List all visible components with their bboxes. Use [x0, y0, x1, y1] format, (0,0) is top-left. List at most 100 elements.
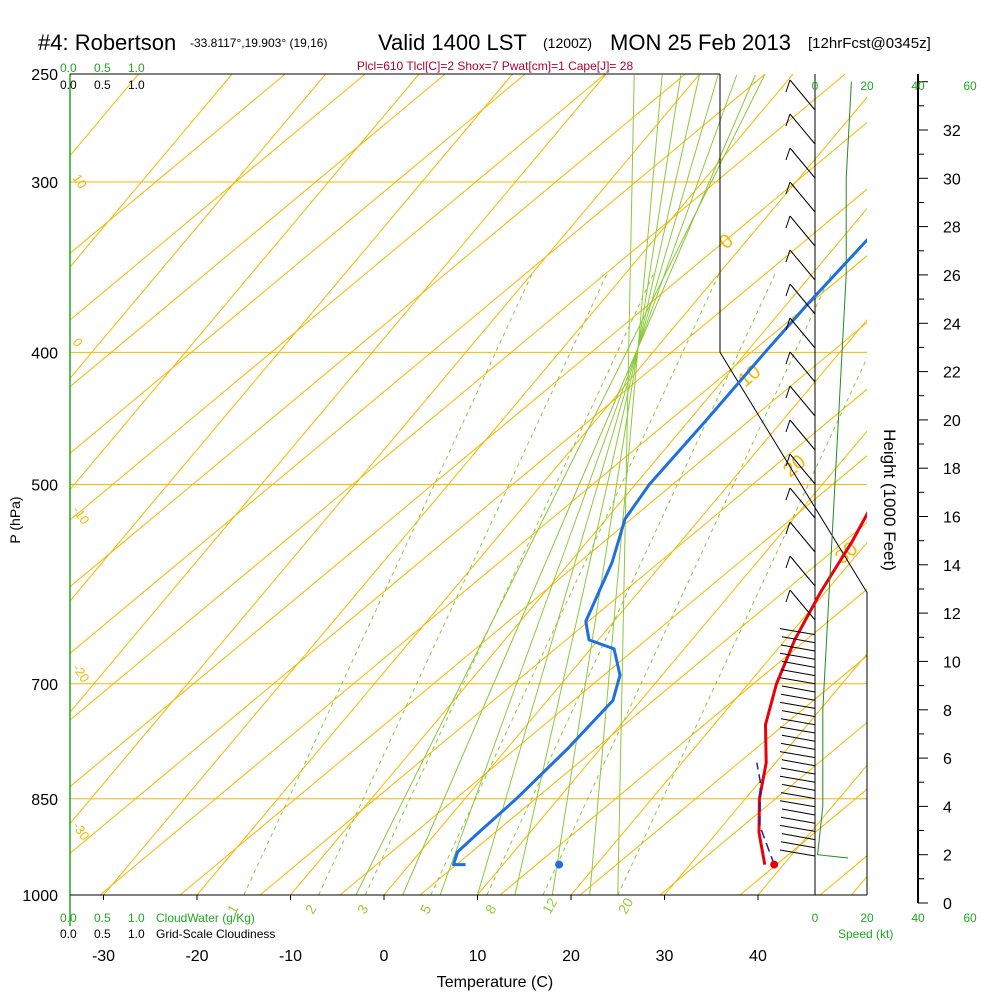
isotherm-label: 20 — [779, 451, 810, 482]
title-date: MON 25 Feb 2013 — [610, 30, 791, 55]
mixing-ratio-label: 8 — [482, 902, 500, 917]
dry-adiabat-label: -20 — [70, 661, 93, 685]
wind-barb-upper — [789, 147, 816, 179]
dry-adiabat — [70, 74, 606, 521]
speed-bottom-tick: 0 — [812, 911, 819, 925]
wind-barb-flag — [785, 147, 791, 161]
moist-adiabat — [477, 74, 719, 895]
wind-speed-profile — [817, 81, 852, 859]
cloud-top-water-tick-1: 0.5 — [94, 61, 111, 75]
pressure-tick-1000: 1000 — [22, 888, 58, 905]
y-axis-title: P (hPa) — [7, 496, 23, 543]
temperature-tick: 0 — [380, 948, 389, 965]
cloud-bottom-axis: 0.0 0.5 1.0 CloudWater (g/Kg) 0.0 0.5 1.… — [60, 911, 275, 941]
height-tick-30: 30 — [943, 171, 961, 188]
series-dewpoint — [452, 237, 867, 867]
cloud-bottom-water-tick-1: 0.5 — [94, 911, 111, 925]
wind-barb — [780, 644, 816, 652]
wind-barb — [779, 849, 816, 857]
dry-adiabat-label: -10 — [70, 503, 93, 527]
isotherm — [383, 319, 867, 895]
height-tick-26: 26 — [943, 268, 961, 285]
wind-barb — [779, 628, 816, 636]
wind-barb-upper — [789, 249, 816, 281]
isotherm — [196, 96, 867, 895]
mixing-ratio-label: 2 — [302, 902, 320, 917]
mixing-ratio-label: 3 — [354, 902, 372, 917]
isotherm — [570, 541, 867, 895]
dry-adiabat — [70, 188, 867, 854]
dry-adiabat — [579, 655, 867, 895]
wind-barb — [780, 742, 816, 750]
mixing-ratio-line — [617, 356, 867, 895]
dry-adiabat — [499, 588, 867, 895]
isotherm — [664, 653, 867, 895]
wind-barb — [781, 660, 816, 668]
wind-barb-upper — [789, 589, 816, 621]
moist-adiabat — [617, 74, 635, 895]
mixing-ratio-line — [243, 273, 533, 895]
x-axis-title: Temperature (C) — [437, 974, 553, 991]
pressure-tick-400: 400 — [31, 345, 58, 362]
indices-text: Plcl=610 Tlcl[C]=2 Shox=7 Pwat[cm]=1 Cap… — [357, 59, 634, 73]
isotherm — [477, 430, 867, 895]
wind-barb-upper — [789, 181, 816, 213]
wind-barb-upper — [789, 113, 816, 145]
dry-adiabat — [659, 721, 867, 895]
wind-barb — [779, 652, 816, 660]
wind-barb-flag — [785, 385, 791, 399]
wind-barb — [781, 710, 816, 718]
dry-adiabat — [900, 74, 1000, 895]
isotherm — [70, 74, 326, 380]
series-temperature — [757, 511, 867, 865]
mixing-ratio-label: 20 — [615, 895, 637, 917]
wind-barb — [779, 726, 816, 734]
wind-barb-upper — [789, 283, 816, 315]
height-tick-8: 8 — [943, 703, 952, 720]
dry-adiabat — [179, 321, 867, 895]
height-tick-18: 18 — [943, 461, 961, 478]
wind-barb-flag — [785, 419, 791, 433]
moist-adiabat — [551, 74, 682, 895]
cloud-bottom-cloud-tick-0: 0.0 — [60, 927, 77, 941]
height-tick-16: 16 — [943, 510, 961, 527]
mixing-ratio-label: 5 — [417, 902, 435, 917]
wind-barb — [780, 841, 816, 849]
wind-barb-upper — [789, 487, 816, 519]
series-parcel — [756, 762, 775, 865]
wind-barb-flag — [785, 521, 791, 535]
pressure-tick-300: 300 — [31, 175, 58, 192]
isotherm — [70, 74, 607, 714]
cloud-top-cloud-tick-2: 1.0 — [128, 78, 145, 92]
mixing-ratio-line — [542, 273, 832, 895]
wind-barb-flag — [785, 453, 791, 467]
dry-adiabat-label: -30 — [70, 819, 93, 843]
wind-barb-upper — [789, 419, 816, 451]
wind-barb — [781, 685, 816, 693]
wind-barb-upper — [789, 453, 816, 485]
wind-barb — [781, 759, 816, 767]
speed-bottom-tick: 40 — [911, 911, 925, 925]
height-tick-24: 24 — [943, 316, 961, 333]
mixing-ratio-line — [318, 273, 608, 895]
cloudiness-label: Grid-Scale Cloudiness — [156, 927, 275, 941]
wind-barbs — [779, 79, 816, 857]
wind-barb — [779, 824, 816, 832]
isotherm — [70, 74, 700, 825]
wind-barb — [779, 701, 816, 709]
wind-barb-upper — [789, 385, 816, 417]
wind-barb-flag — [785, 79, 791, 93]
dry-adiabat — [980, 74, 1000, 895]
title-valid: Valid 1400 LST — [378, 30, 527, 55]
temperature-tick: 40 — [749, 948, 767, 965]
temperature-tick: 10 — [469, 948, 487, 965]
cloud-bottom-water-tick-0: 0.0 — [60, 911, 77, 925]
pressure-tick-850: 850 — [31, 792, 58, 809]
wind-barb — [779, 800, 816, 808]
wind-barb-upper — [789, 521, 816, 553]
dry-adiabat — [70, 74, 846, 721]
speed-bottom-tick: 60 — [963, 911, 977, 925]
wind-barb-flag — [785, 215, 791, 229]
dry-adiabat — [70, 74, 526, 454]
